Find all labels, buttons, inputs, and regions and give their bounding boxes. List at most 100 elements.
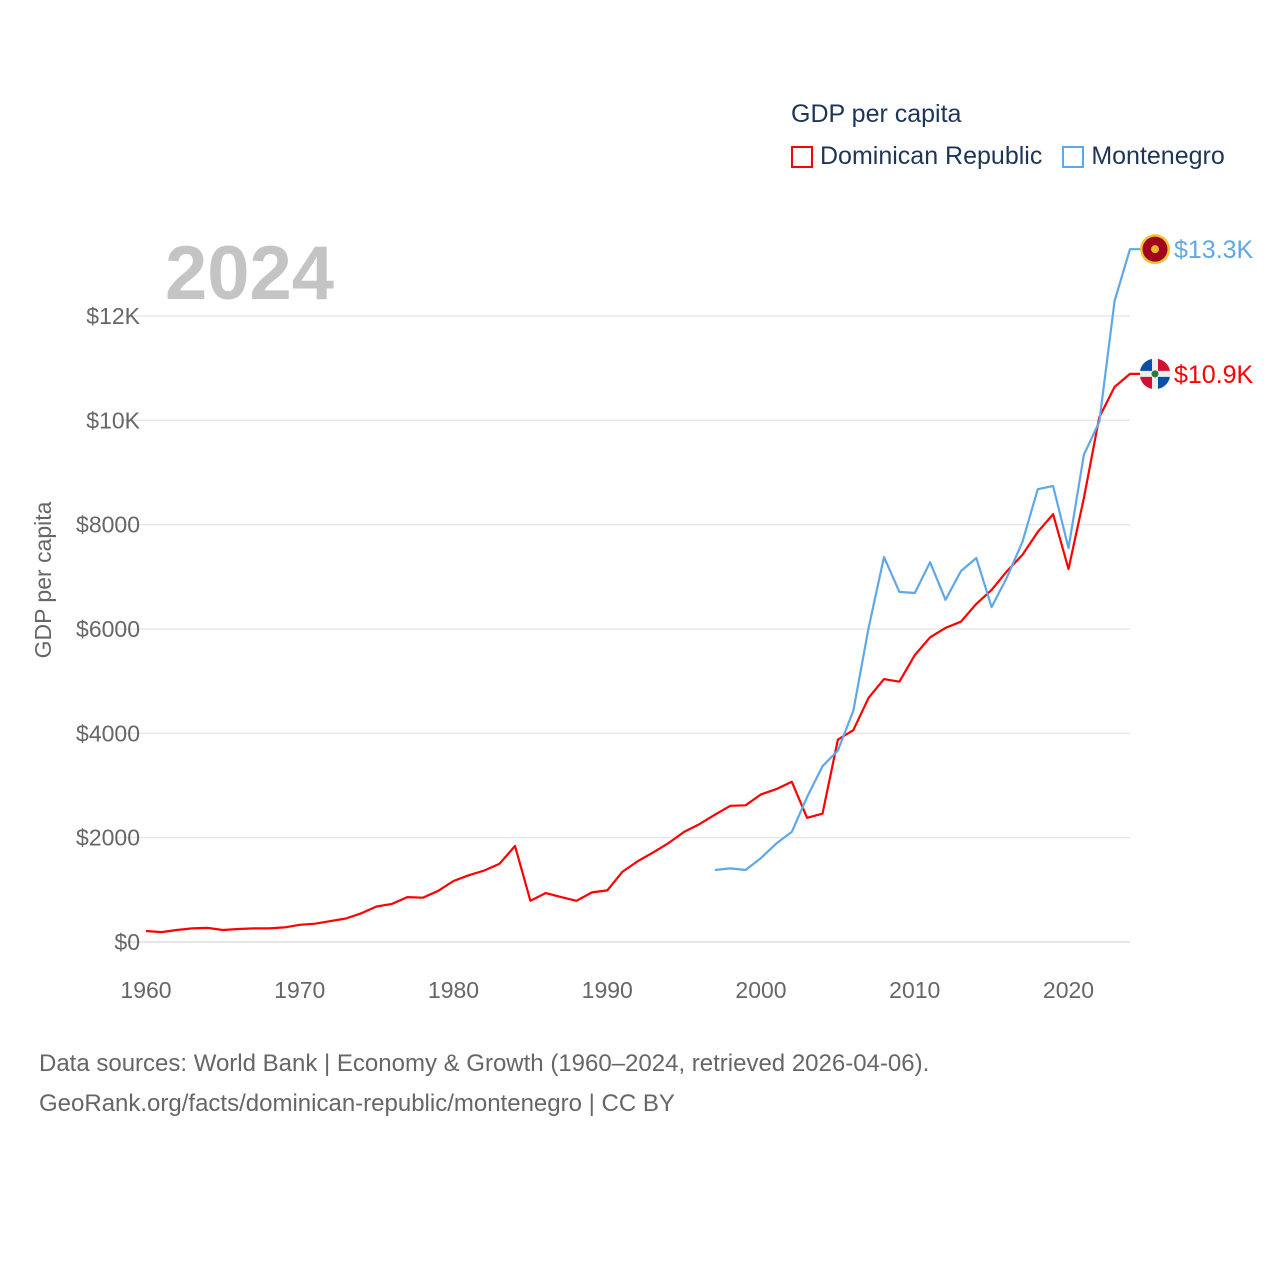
data-point	[989, 604, 995, 610]
data-point	[1096, 419, 1102, 425]
data-point	[527, 898, 533, 904]
data-point	[958, 568, 964, 574]
legend-item-montenegro[interactable]: Montenegro	[1062, 142, 1225, 171]
data-point	[1112, 298, 1118, 304]
legend: Dominican Republic Montenegro	[791, 142, 1225, 171]
data-point	[758, 855, 764, 861]
data-point	[881, 676, 887, 682]
y-tick-label: $4000	[76, 720, 140, 746]
x-tick-label: 1990	[582, 977, 633, 1003]
data-point	[1127, 246, 1133, 252]
data-point	[927, 559, 933, 565]
data-point	[1019, 539, 1025, 545]
data-point	[773, 840, 779, 846]
data-point	[1112, 384, 1118, 390]
flag-quadrant	[1140, 358, 1152, 371]
data-point	[635, 858, 641, 864]
y-tick-label: $10K	[86, 407, 140, 433]
data-point	[881, 554, 887, 560]
data-point	[912, 590, 918, 596]
data-point	[866, 695, 872, 701]
data-point	[189, 925, 195, 931]
data-point	[697, 821, 703, 827]
data-point	[343, 916, 349, 922]
data-point	[912, 652, 918, 658]
footer: Data sources: World Bank | Economy & Gro…	[39, 1044, 929, 1124]
x-tick-label: 1960	[120, 977, 171, 1003]
data-point	[943, 597, 949, 603]
data-point	[820, 811, 826, 817]
x-tick-label: 2000	[735, 977, 786, 1003]
end-value-label: $10.9K	[1174, 361, 1254, 389]
data-point	[158, 929, 164, 935]
data-point	[1050, 483, 1056, 489]
data-point	[281, 924, 287, 930]
data-point	[958, 619, 964, 625]
montenegro-flag-emblem	[1151, 245, 1159, 254]
year-overlay: 2024	[165, 231, 335, 316]
data-point	[1035, 529, 1041, 535]
data-point	[927, 634, 933, 640]
legend-label: Montenegro	[1091, 142, 1225, 170]
end-value-label: $13.3K	[1174, 236, 1254, 264]
data-point	[789, 829, 795, 835]
y-tick-label: $2000	[76, 825, 140, 851]
data-point	[850, 708, 856, 714]
legend-item-dominican-republic[interactable]: Dominican Republic	[791, 142, 1042, 171]
data-point	[835, 748, 841, 754]
data-point	[1004, 574, 1010, 580]
x-tick-label: 1980	[428, 977, 479, 1003]
y-tick-label: $6000	[76, 616, 140, 642]
data-point	[558, 894, 564, 900]
data-point	[896, 679, 902, 685]
data-point	[712, 812, 718, 818]
data-point	[727, 865, 733, 871]
data-point	[435, 888, 441, 894]
data-point	[235, 926, 241, 932]
data-point	[1035, 486, 1041, 492]
data-point	[943, 625, 949, 631]
data-point	[312, 921, 318, 927]
data-point	[1019, 552, 1025, 558]
data-point	[896, 589, 902, 595]
data-point	[727, 803, 733, 809]
data-point	[773, 786, 779, 792]
data-point	[989, 587, 995, 593]
data-point	[604, 887, 610, 893]
data-point	[835, 737, 841, 743]
data-point	[497, 861, 503, 867]
data-point	[789, 779, 795, 785]
y-tick-label: $12K	[86, 303, 140, 329]
data-point	[512, 843, 518, 849]
data-point	[850, 727, 856, 733]
data-point	[820, 763, 826, 769]
data-point	[404, 894, 410, 900]
data-point	[589, 889, 595, 895]
data-point	[1081, 495, 1087, 501]
data-point	[1081, 452, 1087, 458]
y-tick-label: $8000	[76, 512, 140, 538]
data-point	[712, 867, 718, 873]
data-point	[543, 890, 549, 896]
data-sources: Data sources: World Bank | Economy & Gro…	[39, 1050, 930, 1077]
data-point	[574, 898, 580, 904]
data-point	[251, 925, 257, 931]
data-point	[451, 878, 457, 884]
legend-swatch	[791, 145, 813, 168]
data-point	[328, 918, 334, 924]
legend-swatch	[1062, 145, 1085, 168]
data-point	[758, 791, 764, 797]
data-point	[1066, 566, 1072, 572]
source-link[interactable]: GeoRank.org/facts/dominican-republic/mon…	[39, 1090, 675, 1117]
data-point	[804, 815, 810, 821]
data-point	[389, 901, 395, 907]
legend-label: Dominican Republic	[820, 142, 1043, 170]
flag-quadrant	[1140, 376, 1152, 389]
series-line-montenegro	[714, 248, 1140, 872]
data-point	[297, 922, 303, 928]
data-point	[266, 925, 272, 931]
flag-emblem	[1151, 370, 1159, 378]
legend-title: GDP per capita	[791, 100, 962, 128]
